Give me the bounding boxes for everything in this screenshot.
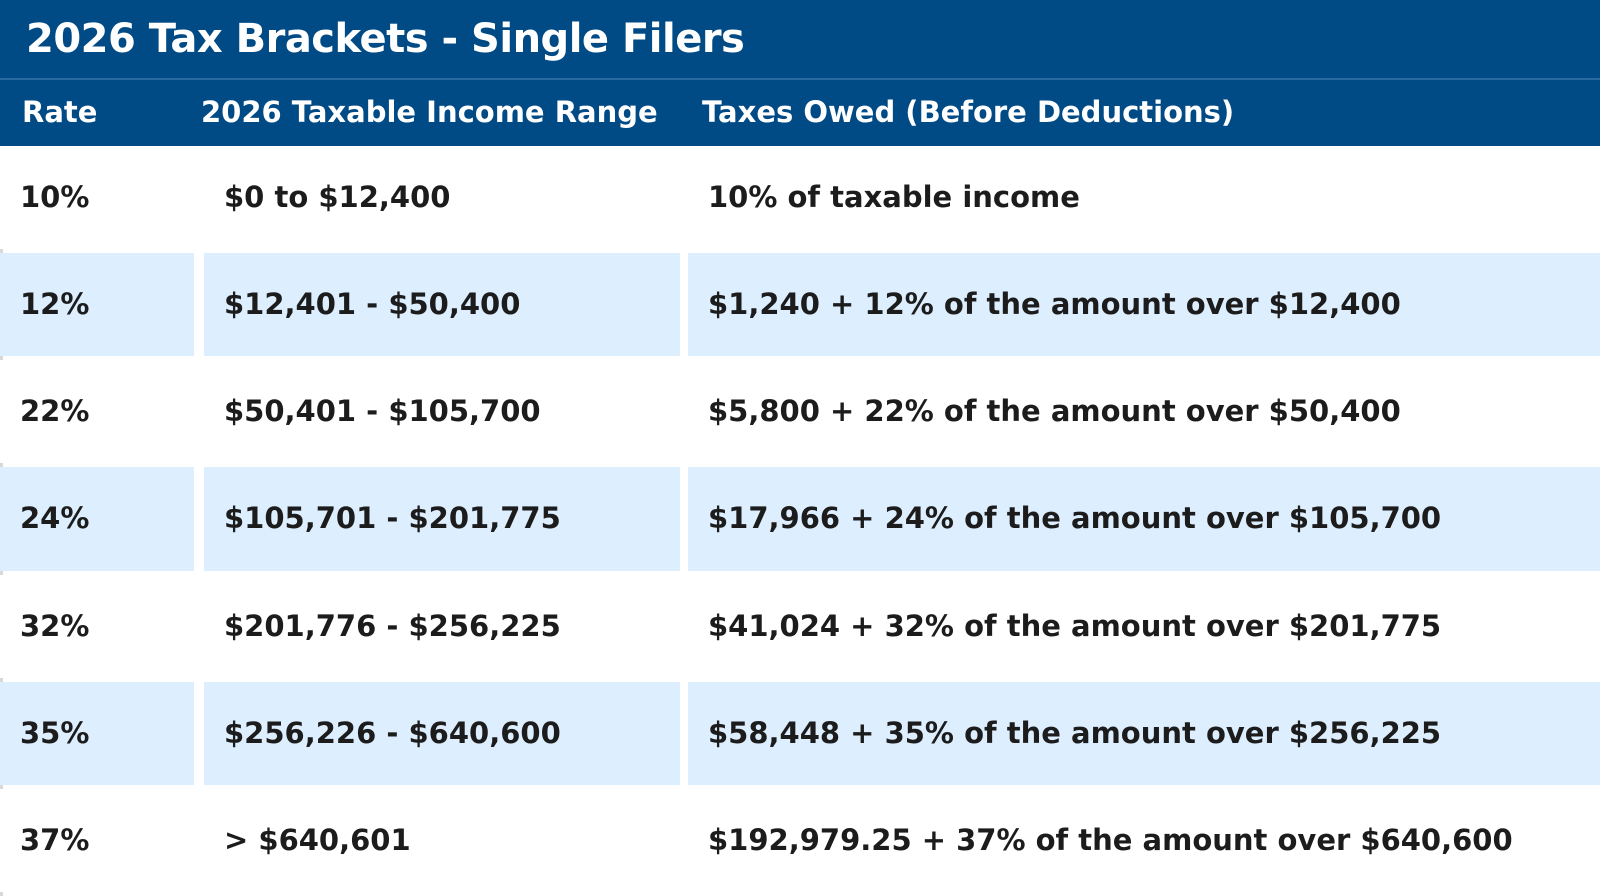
table-cell: $41,024 + 32% of the amount over $201,77…: [688, 574, 1600, 678]
table-row: 24% $105,701 - $201,775 $17,966 + 24% of t…: [0, 467, 1600, 571]
table-cell: $12,401 - $50,400: [204, 253, 680, 357]
column-header: 2026 Taxable Income Range: [201, 95, 658, 129]
table-cell: $192,979.25 + 37% of the amount over $64…: [688, 788, 1600, 892]
table-cell: 32%: [0, 574, 194, 678]
title: 2026 Tax Brackets - Single Filers: [26, 16, 745, 62]
table-cell: 22%: [0, 360, 194, 464]
table-cell: > $640,601: [204, 788, 680, 892]
table-row: 22% $50,401 - $105,700 $5,800 + 22% of the…: [0, 360, 1600, 464]
header-row: Rate 2026 Taxable Income Range Taxes Owed …: [0, 80, 1600, 146]
table-cell: 37%: [0, 788, 194, 892]
column-header: Taxes Owed (Before Deductions): [702, 95, 1235, 129]
table-body: 10% $0 to $12,400 10% of taxable income 12%…: [0, 146, 1600, 896]
table-row: 12% $12,401 - $50,400 $1,240 + 12% of the …: [0, 253, 1600, 357]
table-cell: 10%: [0, 146, 194, 250]
table-cell: $17,966 + 24% of the amount over $105,70…: [688, 467, 1600, 571]
table-cell: $50,401 - $105,700: [204, 360, 680, 464]
table-row: 35% $256,226 - $640,600 $58,448 + 35% of t…: [0, 681, 1600, 785]
table-cell: $58,448 + 35% of the amount over $256,22…: [688, 681, 1600, 785]
table-cell: $256,226 - $640,600: [204, 681, 680, 785]
table-cell: $201,776 - $256,225: [204, 574, 680, 678]
table-cell: 10% of taxable income: [688, 146, 1600, 250]
column-header: Rate: [22, 95, 98, 129]
table-cell: $5,800 + 22% of the amount over $50,400: [688, 360, 1600, 464]
title-bar: 2026 Tax Brackets - Single Filers: [0, 0, 1600, 80]
table-cell: $105,701 - $201,775: [204, 467, 680, 571]
table-cell: $1,240 + 12% of the amount over $12,400: [688, 253, 1600, 357]
table-row: 10% $0 to $12,400 10% of taxable income: [0, 146, 1600, 250]
table-cell: 12%: [0, 253, 194, 357]
table-cell: $0 to $12,400: [204, 146, 680, 250]
table-row: 32% $201,776 - $256,225 $41,024 + 32% of t…: [0, 574, 1600, 678]
table-cell: 24%: [0, 467, 194, 571]
table-cell: 35%: [0, 681, 194, 785]
table-row: 37% > $640,601 $192,979.25 + 37% of the am…: [0, 788, 1600, 892]
